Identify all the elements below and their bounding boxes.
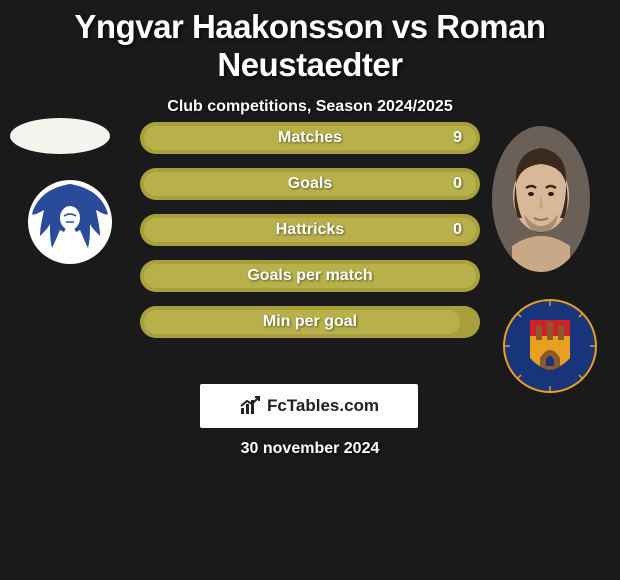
stat-value: 0 bbox=[453, 168, 462, 200]
player1-club-crest bbox=[20, 172, 120, 272]
stat-label: Hattricks bbox=[140, 214, 480, 246]
player1-photo bbox=[10, 118, 110, 154]
page-title: Yngvar Haakonsson vs Roman Neustaedter bbox=[0, 0, 620, 84]
brand-text: FcTables.com bbox=[267, 396, 379, 416]
stat-label: Goals per match bbox=[140, 260, 480, 292]
player2-photo bbox=[492, 126, 590, 272]
comparison-card: Yngvar Haakonsson vs Roman Neustaedter C… bbox=[0, 0, 620, 580]
stat-label: Goals bbox=[140, 168, 480, 200]
date-label: 30 november 2024 bbox=[0, 440, 620, 458]
stat-row: Matches 9 bbox=[140, 122, 480, 154]
chart-icon bbox=[239, 396, 261, 416]
stat-value: 0 bbox=[453, 214, 462, 246]
stat-value: 9 bbox=[453, 122, 462, 154]
player2-club-crest bbox=[500, 296, 600, 396]
stat-row: Goals 0 bbox=[140, 168, 480, 200]
stat-row: Min per goal bbox=[140, 306, 480, 338]
stat-row: Goals per match bbox=[140, 260, 480, 292]
stat-label: Matches bbox=[140, 122, 480, 154]
stats-block: Matches 9 Goals 0 Hattricks 0 Goals per … bbox=[140, 122, 480, 352]
stat-label: Min per goal bbox=[140, 306, 480, 338]
brand-badge: FcTables.com bbox=[200, 384, 418, 428]
stat-row: Hattricks 0 bbox=[140, 214, 480, 246]
subtitle: Club competitions, Season 2024/2025 bbox=[0, 98, 620, 116]
